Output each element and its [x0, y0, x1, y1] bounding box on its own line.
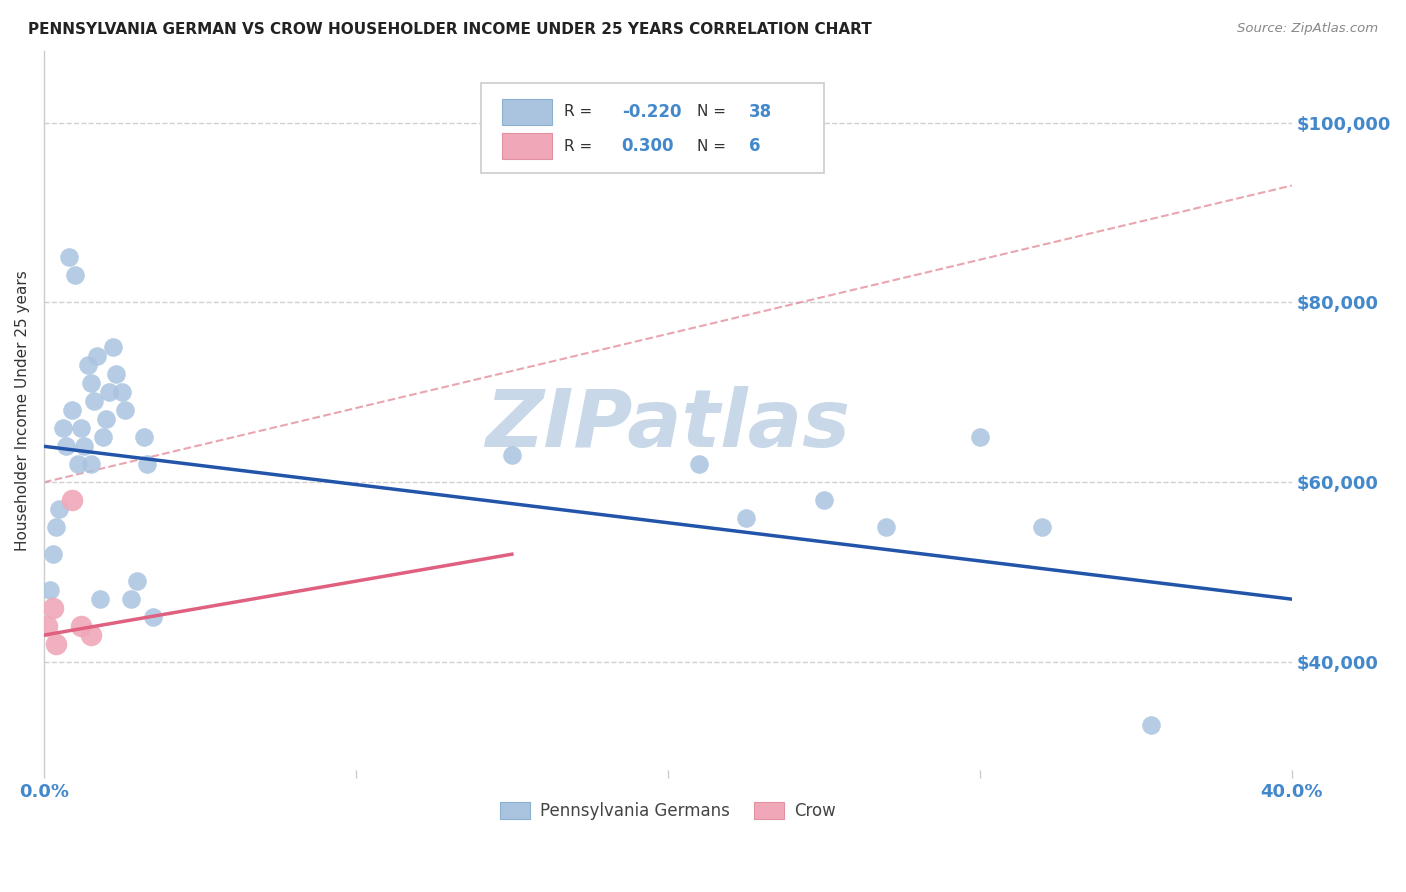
Point: [688, 458, 710, 472]
Point: [79, 628, 101, 642]
Point: [114, 403, 136, 417]
Point: [52, 421, 75, 435]
Point: [63, 268, 86, 283]
Point: [1031, 520, 1053, 534]
Point: [35, 619, 58, 633]
Point: [111, 385, 134, 400]
Point: [135, 458, 157, 472]
Text: PENNSYLVANIA GERMAN VS CROW HOUSEHOLDER INCOME UNDER 25 YEARS CORRELATION CHART: PENNSYLVANIA GERMAN VS CROW HOUSEHOLDER …: [28, 22, 872, 37]
Text: 6: 6: [749, 137, 761, 155]
Point: [60, 403, 83, 417]
Text: N =: N =: [696, 139, 725, 153]
Point: [83, 394, 105, 409]
Bar: [502, 99, 551, 125]
Point: [734, 511, 756, 525]
Point: [39, 583, 62, 598]
Point: [91, 430, 114, 444]
Text: ZIPatlas: ZIPatlas: [485, 385, 851, 464]
Y-axis label: Householder Income Under 25 years: Householder Income Under 25 years: [15, 270, 30, 550]
Point: [48, 502, 70, 516]
Point: [127, 574, 149, 589]
Point: [98, 385, 121, 400]
Text: R =: R =: [564, 104, 592, 120]
Text: 38: 38: [749, 103, 772, 120]
Point: [79, 376, 101, 391]
Point: [132, 430, 155, 444]
Text: N =: N =: [696, 104, 725, 120]
Text: -0.220: -0.220: [621, 103, 681, 120]
Point: [42, 601, 65, 615]
Point: [67, 458, 90, 472]
Text: 0.300: 0.300: [621, 137, 673, 155]
Point: [101, 340, 124, 354]
Point: [76, 359, 98, 373]
Point: [70, 619, 93, 633]
Point: [142, 610, 165, 624]
Point: [120, 592, 142, 607]
FancyBboxPatch shape: [481, 83, 824, 173]
Text: Source: ZipAtlas.com: Source: ZipAtlas.com: [1237, 22, 1378, 36]
Point: [813, 493, 835, 508]
Point: [969, 430, 991, 444]
Legend: Pennsylvania Germans, Crow: Pennsylvania Germans, Crow: [494, 795, 842, 826]
Point: [73, 439, 96, 453]
Point: [86, 350, 108, 364]
Point: [875, 520, 897, 534]
Point: [70, 421, 93, 435]
Point: [42, 547, 65, 561]
Point: [89, 592, 111, 607]
Point: [79, 458, 101, 472]
Point: [104, 368, 127, 382]
Point: [1140, 718, 1163, 732]
Point: [501, 448, 523, 462]
Point: [60, 493, 83, 508]
Point: [58, 251, 80, 265]
Bar: [502, 134, 551, 160]
Point: [45, 520, 67, 534]
Text: R =: R =: [564, 139, 592, 153]
Point: [55, 439, 77, 453]
Point: [96, 412, 118, 426]
Point: [45, 637, 67, 651]
